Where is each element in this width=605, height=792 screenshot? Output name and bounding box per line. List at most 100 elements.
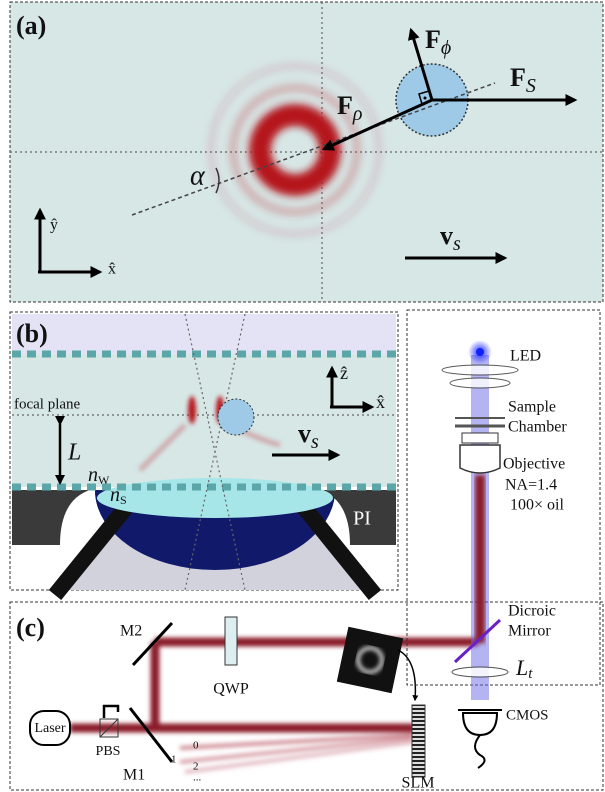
sample-label: Chamber <box>508 419 567 436</box>
symbol: v <box>298 419 311 448</box>
order-label: ... <box>193 772 202 784</box>
force-phi-arrow <box>408 27 434 101</box>
tube-lens <box>451 666 509 678</box>
camera <box>461 712 499 737</box>
piezo-label: PI <box>353 508 371 530</box>
condenser-lens <box>441 364 519 376</box>
subscript: s <box>453 233 461 255</box>
holder-arm <box>295 499 382 601</box>
subscript: S <box>120 493 127 507</box>
panel-label: (c) <box>16 613 45 642</box>
symbol: n <box>88 464 98 486</box>
dichroic-label: Mirror <box>508 623 551 640</box>
focus-cone <box>184 313 246 591</box>
shape <box>138 423 187 472</box>
microscope: LED Sample Chamber Objective NA=1.4 100×… <box>406 309 601 769</box>
piezo-block <box>320 490 396 545</box>
axis-x-label: x̂ <box>108 261 116 278</box>
beam-dump <box>102 704 120 718</box>
force-rho-label: Fρ <box>337 91 363 125</box>
waveplate-label: QWP <box>213 681 249 698</box>
slm-label: SLM <box>402 775 435 792</box>
mirror-m1 <box>128 707 174 763</box>
hologram-arrow <box>397 649 419 702</box>
subscript: s <box>311 431 319 453</box>
camera-cable <box>474 734 486 769</box>
velocity-label: vs <box>440 221 461 255</box>
panel-label: (b) <box>16 319 48 348</box>
led <box>476 348 484 356</box>
subscript: t <box>528 666 533 682</box>
shape <box>188 396 196 424</box>
particle <box>217 398 255 436</box>
panel-c: (c) M2 QWP Laser PBS M1 SLM 1 0 2 ... <box>9 601 604 792</box>
panel-label: (a) <box>16 11 46 40</box>
slm <box>411 704 426 778</box>
objective-label: Objective <box>503 456 565 473</box>
distance-label: L <box>67 440 81 466</box>
beam-splitter-label: PBS <box>96 744 121 759</box>
symbol: F <box>510 63 526 92</box>
orbit-line <box>131 82 496 216</box>
force-s-label: FS <box>510 63 536 97</box>
subscript: W <box>98 473 110 487</box>
axis-x-label: x̂ <box>376 392 385 412</box>
shape <box>179 736 414 764</box>
medium-water-label: nW <box>88 464 110 487</box>
water <box>12 354 396 487</box>
subscript: S <box>526 75 536 97</box>
camera-label: CMOS <box>506 707 549 723</box>
axis-y-label: ŷ <box>50 217 58 234</box>
shape <box>229 84 361 216</box>
sample-label: Sample <box>508 399 556 416</box>
mirror-m2 <box>131 621 174 667</box>
right-angle-dot <box>423 96 427 100</box>
angle-label: α <box>190 160 206 191</box>
symbol: F <box>425 25 441 54</box>
microscope-border <box>406 309 601 686</box>
panel-c-border <box>9 601 604 791</box>
stage-block <box>12 490 90 545</box>
holder-arm <box>48 499 135 601</box>
dichroic-mirror <box>453 618 502 664</box>
velocity-label: vs <box>298 419 319 453</box>
dichroic-label: Dicroic <box>508 603 556 620</box>
led-label: LED <box>510 348 541 365</box>
shape <box>356 646 384 674</box>
order-label: 1 <box>171 754 177 766</box>
symbol: L <box>515 655 528 680</box>
hologram <box>336 626 404 694</box>
symbol: F <box>337 91 353 120</box>
order-label: 0 <box>193 740 199 752</box>
mirror-m1-label: M1 <box>123 767 145 784</box>
top-glass <box>12 314 396 354</box>
force-rho-arrow <box>321 98 433 151</box>
trap-beam <box>475 475 485 643</box>
focal-plane-label: focal plane <box>14 396 81 412</box>
laser-label: Laser <box>34 721 65 736</box>
laser <box>29 710 71 746</box>
shape <box>184 740 414 774</box>
tube-lens-label: Lt <box>515 655 533 682</box>
waveplate <box>224 616 238 666</box>
objective-label: NA=1.4 <box>505 477 557 494</box>
medium-substrate-label: nS <box>110 484 127 507</box>
shape <box>208 63 382 237</box>
condenser-lens <box>449 377 511 389</box>
shape <box>179 733 414 750</box>
angle-arc <box>215 167 220 194</box>
force-phi-label: Fϕ <box>425 25 451 59</box>
objective <box>459 444 501 474</box>
panel-b: (b) focal plane L nW nS PI ẑ x̂ vs <box>9 311 399 601</box>
beam-splitter-diagonal <box>99 718 119 738</box>
mirror-m2-label: M2 <box>120 623 142 640</box>
shape <box>336 626 404 694</box>
subscript: ϕ <box>441 37 451 59</box>
symbol: v <box>440 221 453 250</box>
symbol: n <box>110 484 120 506</box>
subscript: ρ <box>352 103 363 125</box>
panel-a: (a) Fϕ Fρ FS α ŷ x̂ vs <box>9 1 604 303</box>
objective-label: 100× oil <box>510 497 564 514</box>
laser-beams <box>70 637 478 774</box>
